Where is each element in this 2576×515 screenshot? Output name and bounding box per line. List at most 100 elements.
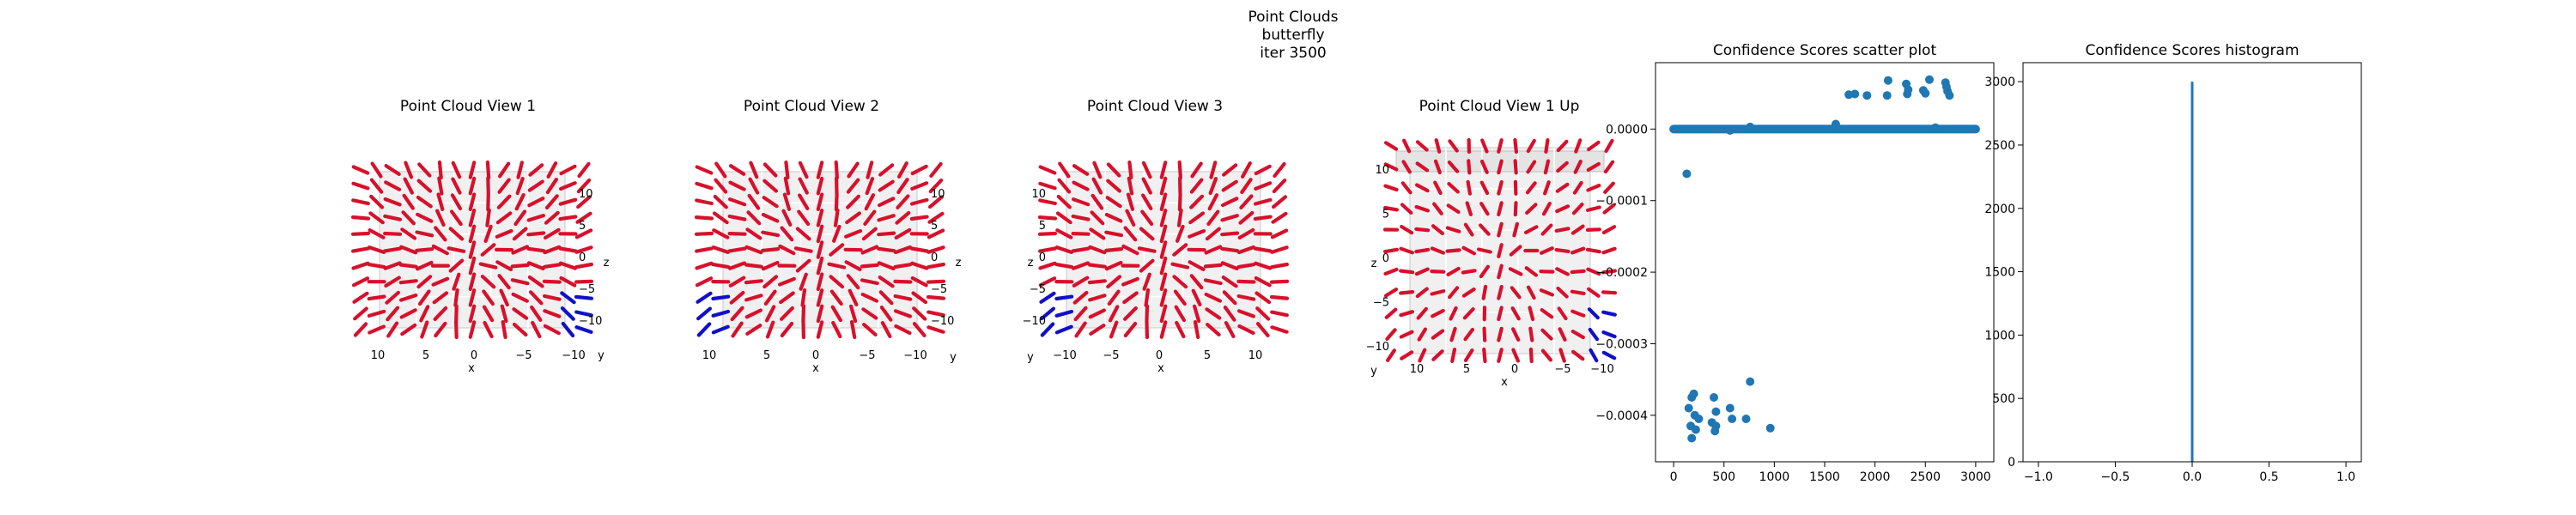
point	[1222, 290, 1237, 306]
point	[849, 320, 857, 339]
point	[542, 263, 562, 269]
point	[816, 161, 824, 179]
point	[1462, 307, 1475, 320]
point	[1586, 287, 1601, 298]
point	[1415, 161, 1430, 173]
point	[384, 276, 401, 288]
point	[1399, 310, 1415, 318]
scatter-point	[1725, 126, 1735, 135]
point	[1526, 160, 1537, 174]
point	[1415, 287, 1429, 299]
point	[486, 192, 490, 212]
point	[434, 226, 447, 242]
point	[1570, 289, 1586, 295]
point	[712, 228, 730, 239]
point	[1237, 227, 1255, 239]
point	[910, 164, 928, 176]
point	[1126, 192, 1135, 211]
point	[1271, 195, 1288, 209]
point	[1038, 261, 1057, 270]
point	[495, 228, 513, 239]
point	[1190, 161, 1203, 179]
point	[1414, 247, 1431, 254]
point	[1510, 286, 1522, 300]
point	[1414, 227, 1431, 233]
point	[1071, 232, 1091, 236]
point	[744, 308, 763, 319]
point	[1447, 286, 1460, 300]
point	[400, 323, 417, 336]
point	[1601, 246, 1617, 255]
point	[574, 262, 594, 270]
point	[497, 178, 511, 194]
view-title: Point Cloud View 2	[744, 98, 879, 115]
point	[1417, 327, 1428, 342]
point	[1159, 176, 1168, 196]
point	[865, 177, 875, 196]
point	[1540, 223, 1553, 236]
point	[762, 275, 779, 289]
point	[1399, 269, 1415, 275]
point	[419, 305, 430, 323]
point	[453, 288, 459, 307]
point	[816, 209, 824, 227]
point	[1254, 261, 1273, 270]
point	[1571, 349, 1585, 361]
point	[1140, 209, 1154, 227]
point	[453, 319, 459, 340]
point	[927, 310, 945, 318]
point	[416, 260, 434, 271]
point	[1159, 224, 1168, 244]
point	[485, 208, 491, 227]
low-confidence-point	[574, 325, 593, 334]
point	[816, 256, 824, 276]
point	[576, 195, 592, 209]
point	[574, 228, 593, 239]
x-tick-label: 2000	[1860, 470, 1891, 484]
low-confidence-point	[1589, 348, 1599, 363]
point	[417, 162, 432, 178]
point	[1172, 243, 1188, 257]
z-tick-label: −5	[931, 283, 947, 296]
point	[1585, 247, 1601, 254]
z-tick-label: 5	[1382, 209, 1389, 221]
point	[694, 231, 714, 236]
point	[543, 227, 561, 240]
point	[574, 245, 593, 254]
point	[747, 193, 761, 210]
point	[927, 195, 945, 209]
point	[1478, 223, 1491, 236]
low-confidence-point	[560, 291, 576, 305]
point	[384, 180, 402, 191]
point	[801, 304, 806, 324]
point	[1123, 226, 1138, 242]
point	[761, 247, 781, 252]
point	[1188, 260, 1206, 271]
z-axis-label: z	[1028, 257, 1034, 270]
point	[1269, 262, 1290, 270]
point	[483, 320, 494, 339]
point	[1176, 208, 1183, 227]
point	[1555, 267, 1570, 276]
point	[784, 161, 790, 179]
point	[512, 322, 528, 337]
point	[367, 309, 386, 318]
point	[1238, 210, 1255, 225]
point	[1430, 270, 1446, 274]
y-tick-label: 1500	[1984, 266, 2015, 280]
point	[1189, 194, 1205, 209]
scatter-point	[1691, 425, 1700, 434]
point	[417, 289, 431, 306]
point	[1571, 330, 1585, 340]
point	[745, 324, 762, 336]
point	[861, 307, 878, 320]
point	[385, 290, 400, 305]
x-tick-label: −10	[1590, 363, 1613, 376]
point	[1074, 321, 1087, 338]
point	[1188, 211, 1206, 225]
point	[761, 213, 780, 223]
point	[1430, 289, 1446, 296]
point	[1122, 306, 1138, 321]
point	[1139, 258, 1155, 273]
point	[1236, 245, 1256, 255]
